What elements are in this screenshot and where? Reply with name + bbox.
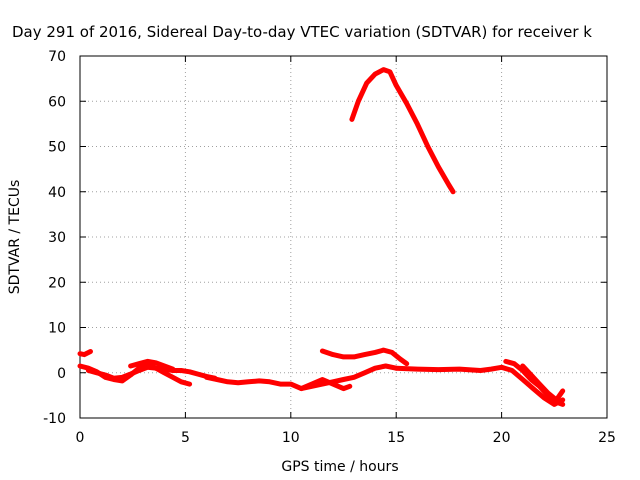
series-line-10 [520,363,566,403]
series-line-8 [393,364,566,407]
y-tick-label: 50 [48,140,66,156]
series-line-4 [128,358,176,372]
x-tick-label: 5 [181,430,190,446]
x-tick-label: 0 [76,430,85,446]
series-line-11 [349,67,456,195]
x-tick-label: 25 [598,430,616,446]
axis-ticks [79,55,608,419]
series-layer [77,67,566,407]
x-tick-label: 10 [282,430,300,446]
y-tick-label: 70 [48,49,66,65]
grid [80,56,607,418]
series-line-7 [319,347,410,367]
x-tick-label: 15 [387,430,405,446]
y-axis-label: SDTVAR / TECUs [7,180,23,295]
series-line-5 [204,363,399,392]
y-tick-label: 40 [48,185,66,201]
x-tick-labels: 0 5 10 15 20 25 [76,430,616,446]
y-tick-label: -10 [43,411,66,427]
chart-title: Day 291 of 2016, Sidereal Day-to-day VTE… [12,23,592,41]
y-tick-label: 60 [48,94,66,110]
y-tick-label: 20 [48,275,66,291]
y-tick-label: 30 [48,230,66,246]
y-tick-label: 0 [57,366,66,382]
y-tick-labels: -10 0 10 20 30 40 50 60 70 [43,49,66,427]
series-line-6 [298,377,353,392]
y-tick-label: 10 [48,321,66,337]
series-line-3 [85,364,218,381]
x-tick-label: 20 [493,430,511,446]
series-line-1 [77,349,93,358]
x-axis-label: GPS time / hours [281,459,398,475]
